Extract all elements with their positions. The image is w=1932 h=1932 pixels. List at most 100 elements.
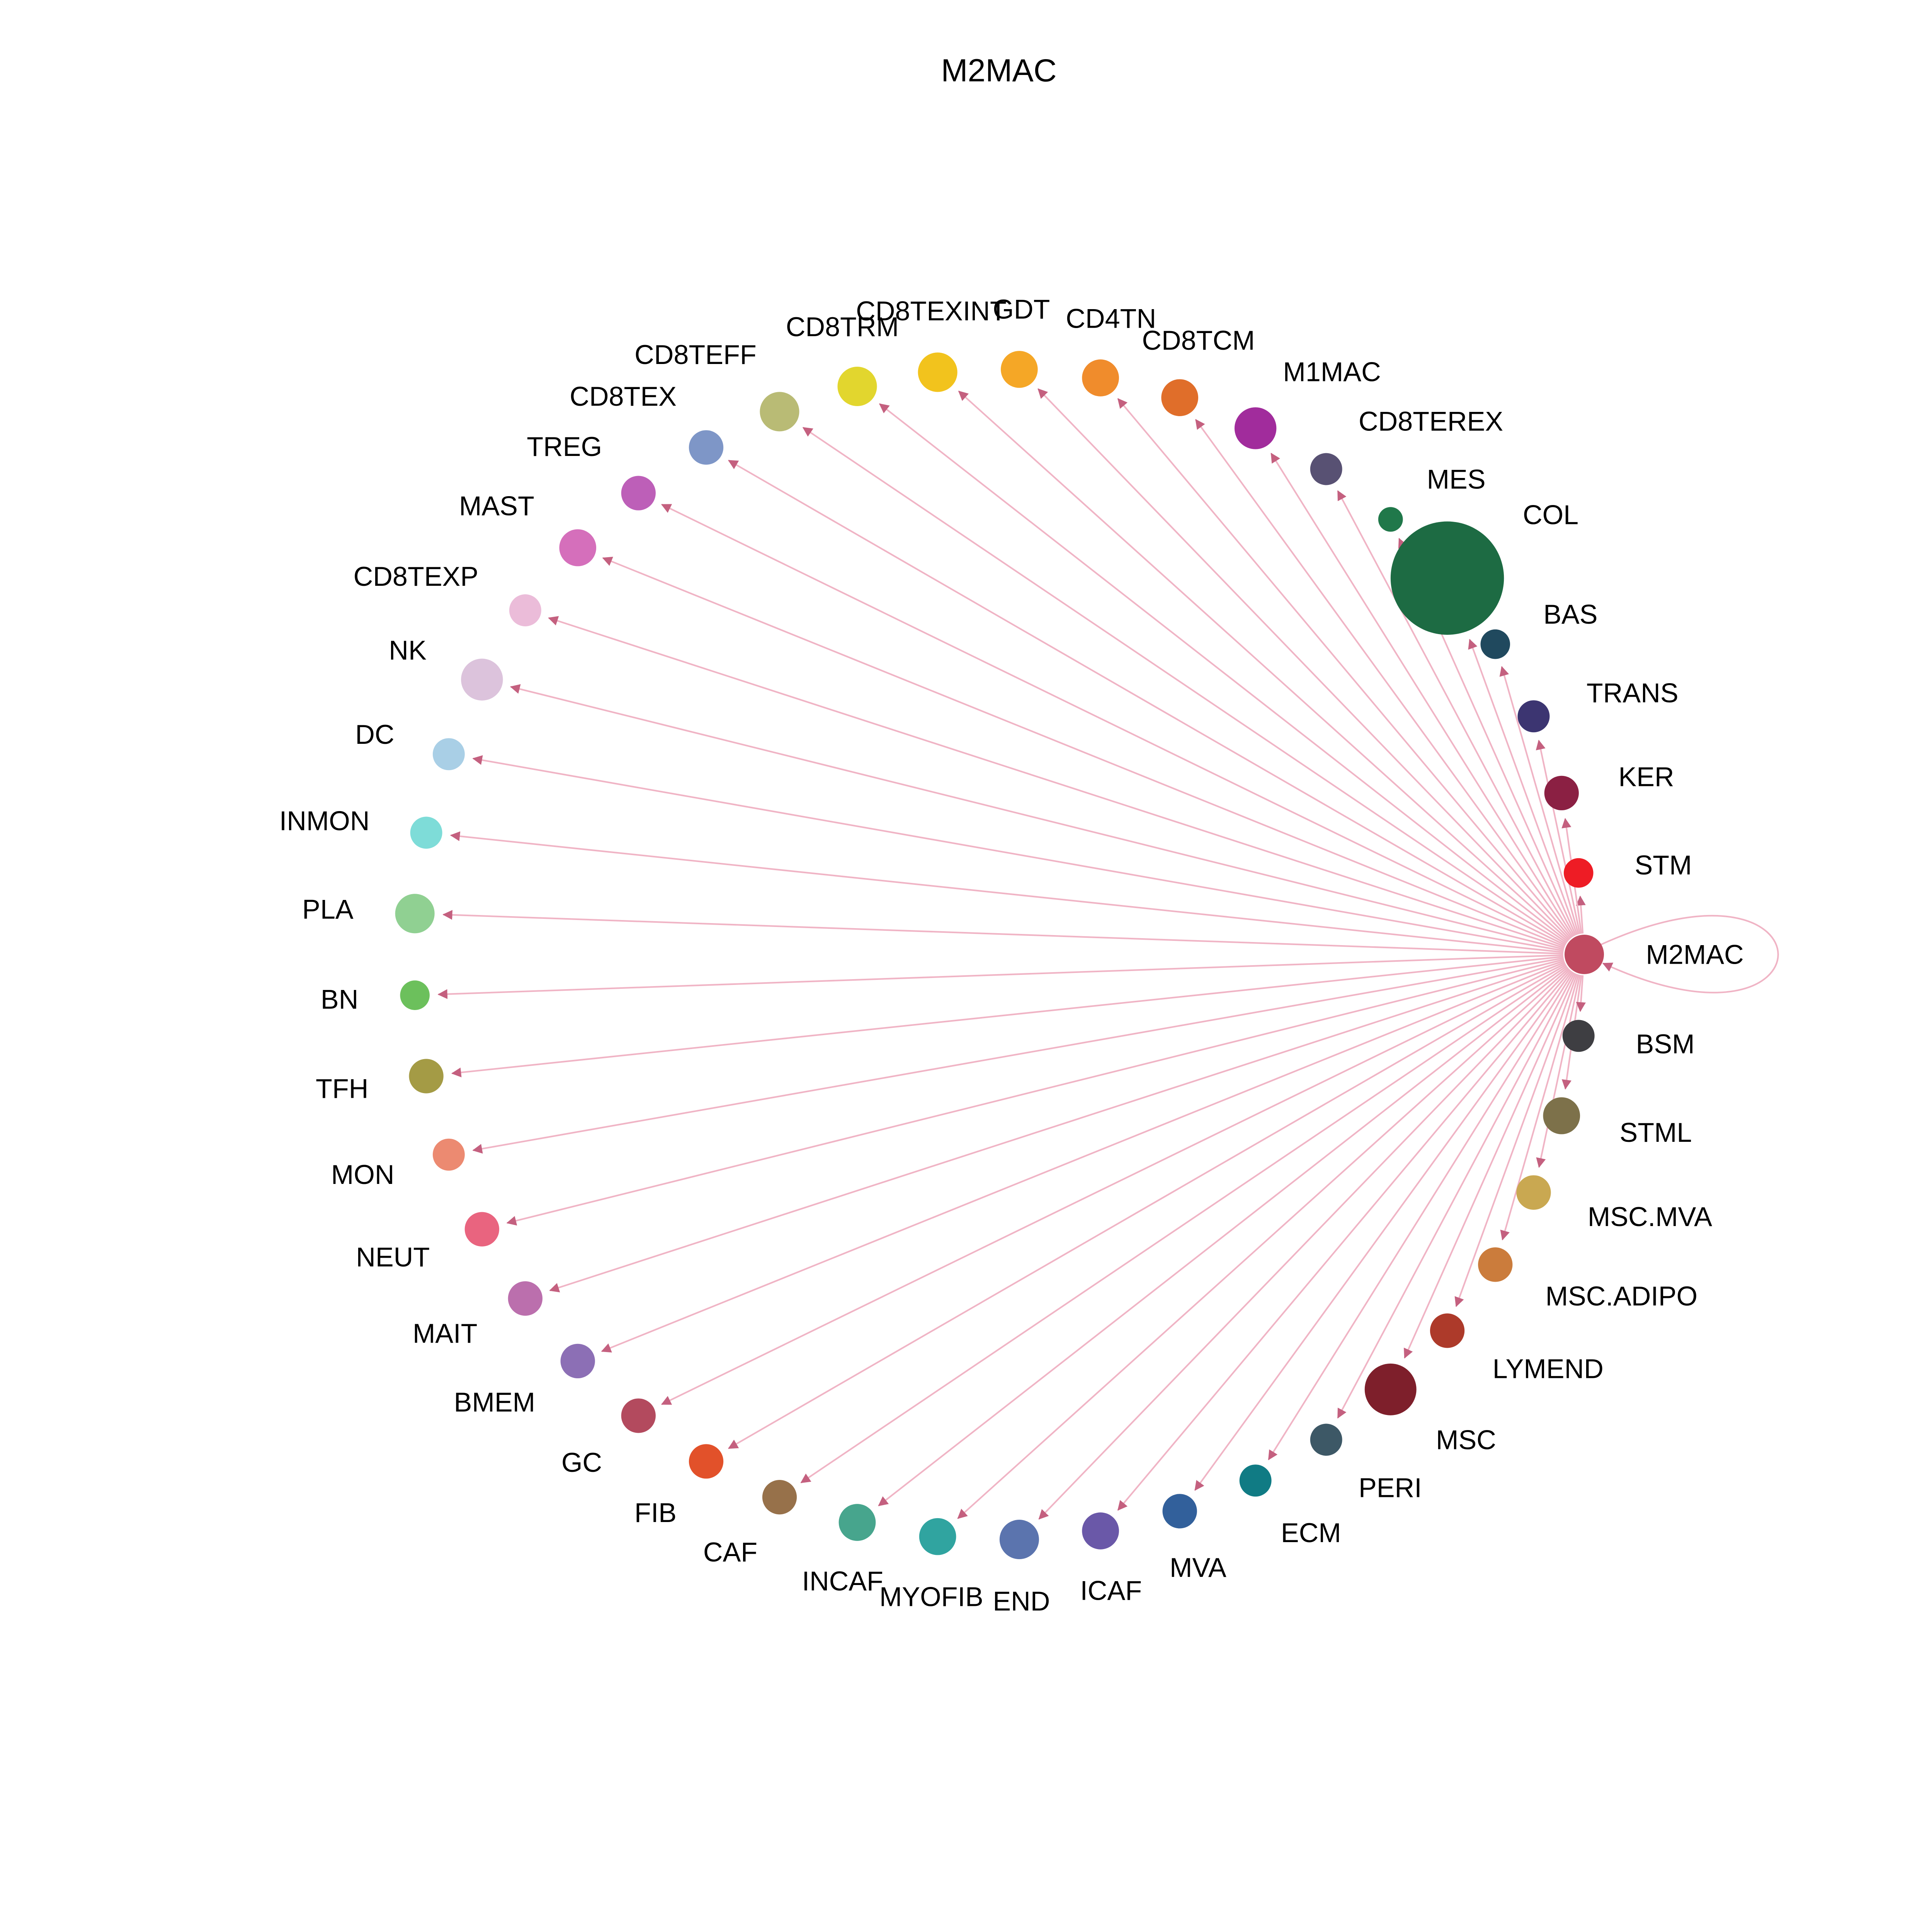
node-label-CD8TRM: CD8TRM (786, 311, 899, 342)
edge-M2MAC-to-M1MAC (1270, 452, 1574, 937)
edge-M2MAC-to-MAST (602, 556, 1565, 947)
node-label-MES: MES (1427, 464, 1486, 494)
edge-M2MAC-to-CD8TEXP (548, 616, 1565, 949)
node-CD8TEXINT (918, 352, 957, 392)
node-label-CD8TEXINT: CD8TEXINT (856, 296, 1007, 326)
node-BSM (1562, 1020, 1595, 1052)
node-label-ECM: ECM (1281, 1517, 1341, 1548)
node-LYMEND (1430, 1313, 1465, 1348)
edge-M2MAC-to-INCAF (878, 966, 1568, 1507)
node-label-BSM: BSM (1636, 1029, 1695, 1059)
node-MON (432, 1138, 465, 1171)
edge-M2MAC-to-CAF (800, 965, 1568, 1483)
edge-M2MAC-to-MAIT (549, 960, 1565, 1293)
node-label-STML: STML (1620, 1117, 1692, 1148)
edge-M2MAC-to-MSC (1404, 973, 1577, 1359)
node-label-BMEM: BMEM (454, 1387, 535, 1417)
edge-M2MAC-to-END (1038, 969, 1570, 1520)
edge-M2MAC-to-PERI (1337, 972, 1575, 1419)
edge-M2MAC-to-PLA (442, 910, 1563, 955)
node-NEUT (464, 1212, 499, 1247)
node-CD8TCM (1161, 379, 1198, 416)
edge-M2MAC-to-ECM (1268, 971, 1574, 1461)
node-GDT (1001, 351, 1038, 388)
node-label-CD8TCM: CD8TCM (1142, 325, 1255, 355)
edge-M2MAC-to-FIB (728, 964, 1567, 1449)
node-KER (1544, 776, 1579, 811)
edge-M2MAC-to-BSM (1576, 975, 1586, 1012)
node-END (999, 1520, 1039, 1560)
node-PLA (395, 894, 435, 934)
edge-M2MAC-to-CD8TEFF (802, 427, 1568, 944)
edge-M2MAC-to-BN (437, 954, 1563, 999)
node-label-TRANS: TRANS (1587, 677, 1679, 708)
node-BMEM (560, 1344, 595, 1379)
node-label-MAIT: MAIT (413, 1318, 478, 1349)
edge-M2MAC-to-CD8TEXINT (958, 390, 1570, 941)
node-label-INMON: INMON (279, 805, 370, 836)
node-INCAF (838, 1504, 876, 1541)
edge-M2MAC-to-DC (472, 755, 1564, 952)
nodes-layer (395, 351, 1604, 1560)
node-label-TREG: TREG (527, 431, 602, 462)
node-MAST (559, 529, 597, 566)
edge-M2MAC-to-TRANS (1536, 740, 1581, 934)
node-CD8TEFF (760, 392, 799, 432)
node-label-COL: COL (1523, 500, 1578, 530)
node-label-MSC.ADIPO: MSC.ADIPO (1546, 1281, 1698, 1311)
node-label-STM: STM (1635, 850, 1692, 880)
edge-M2MAC-to-CD8TEX (728, 459, 1567, 945)
node-MAIT (508, 1281, 543, 1316)
edge-self-loop-M2MAC (1600, 915, 1779, 993)
edge-M2MAC-to-MVA (1194, 971, 1573, 1491)
node-label-MVA: MVA (1170, 1552, 1226, 1583)
edge-M2MAC-to-CD4TN (1117, 398, 1571, 939)
node-CD8TEXP (509, 594, 541, 626)
node-label-LYMEND: LYMEND (1493, 1354, 1604, 1384)
edge-M2MAC-to-STM (1576, 895, 1586, 934)
edge-M2MAC-to-MYOFIB (957, 968, 1570, 1519)
node-label-CD8TEREX: CD8TEREX (1359, 406, 1503, 436)
node-MSC.MVA (1516, 1175, 1551, 1210)
node-FIB (689, 1444, 724, 1479)
node-label-CAF: CAF (703, 1537, 757, 1567)
node-TFH (409, 1059, 444, 1094)
node-label-FIB: FIB (634, 1497, 677, 1528)
labels-layer: M2MAC STM KER TRANS BAS COL MES CD8TEREX M1MAC CD… (279, 294, 1744, 1616)
node-CD4TN (1082, 359, 1119, 396)
node-label-MAST: MAST (459, 491, 534, 521)
node-label-GDT: GDT (993, 294, 1050, 324)
chart-title: M2MAC (941, 52, 1056, 88)
edge-M2MAC-to-MSC.MVA (1536, 975, 1581, 1168)
node-label-ICAF: ICAF (1080, 1575, 1142, 1605)
node-BAS (1480, 629, 1510, 659)
node-label-NEUT: NEUT (356, 1242, 430, 1272)
node-CAF (762, 1480, 797, 1515)
edge-M2MAC-to-TREG (661, 503, 1566, 946)
edge-M2MAC-to-BMEM (601, 961, 1565, 1353)
node-label-MSC: MSC (1436, 1425, 1496, 1455)
edge-M2MAC-to-MON (472, 957, 1564, 1154)
node-MES (1378, 507, 1403, 532)
node-INMON (410, 816, 442, 849)
node-GC (621, 1398, 656, 1433)
node-label-MON: MON (331, 1159, 395, 1190)
node-STM (1563, 858, 1594, 888)
node-label-TFH: TFH (316, 1073, 368, 1104)
node-COL (1390, 521, 1504, 635)
node-ICAF (1082, 1512, 1119, 1549)
edge-M2MAC-to-MSC.ADIPO (1500, 974, 1580, 1241)
node-TREG (621, 476, 656, 510)
node-label-GC: GC (561, 1447, 602, 1478)
node-label-INCAF: INCAF (802, 1566, 883, 1596)
node-label-CD4TN: CD4TN (1066, 303, 1156, 334)
node-label-CD8TEFF: CD8TEFF (634, 339, 757, 370)
node-label-MSC.MVA: MSC.MVA (1588, 1201, 1712, 1232)
node-MYOFIB (919, 1518, 956, 1555)
node-ECM (1239, 1464, 1272, 1497)
node-label-MYOFIB: MYOFIB (879, 1582, 983, 1612)
node-label-DC: DC (355, 719, 394, 750)
node-label-M1MAC: M1MAC (1283, 357, 1381, 387)
node-CD8TEX (689, 430, 724, 465)
node-label-NK: NK (389, 635, 426, 665)
